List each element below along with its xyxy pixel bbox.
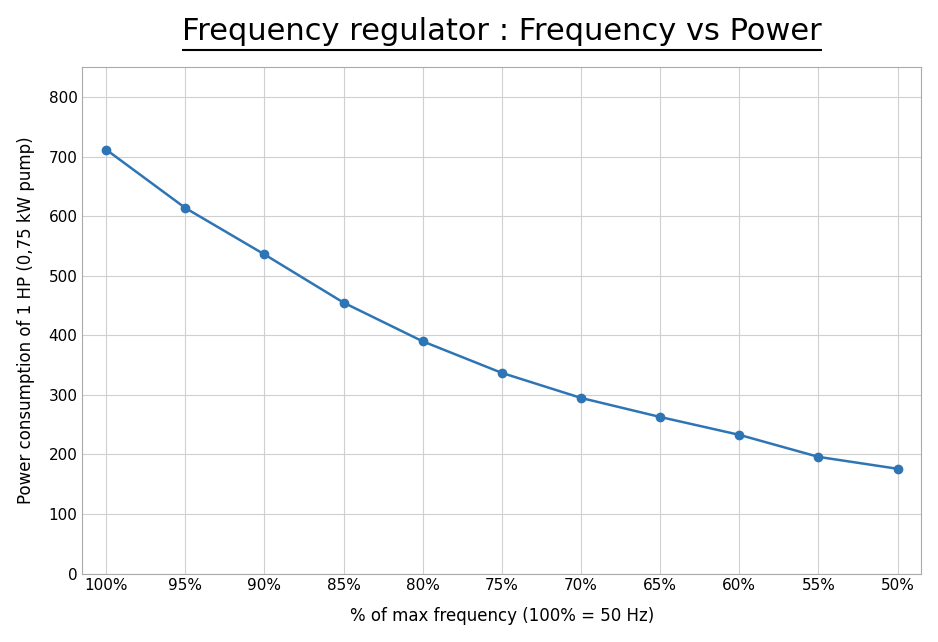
Y-axis label: Power consumption of 1 HP (0,75 kW pump): Power consumption of 1 HP (0,75 kW pump): [17, 137, 35, 505]
X-axis label: % of max frequency (100% = 50 Hz): % of max frequency (100% = 50 Hz): [350, 607, 654, 625]
Title: Frequency regulator : Frequency vs Power: Frequency regulator : Frequency vs Power: [182, 17, 822, 46]
